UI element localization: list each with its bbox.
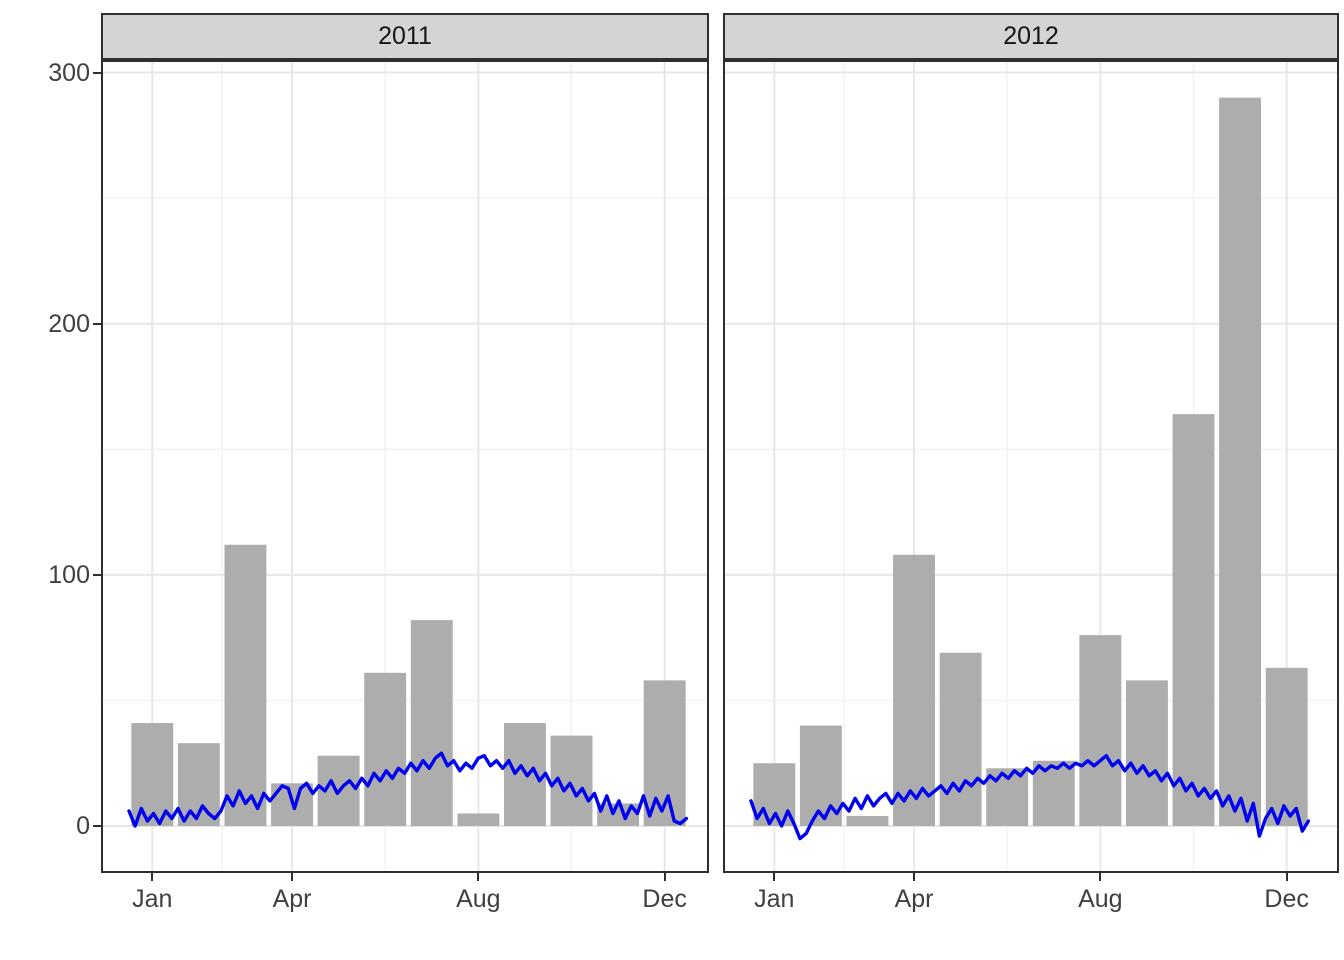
monthly-bar (1032, 760, 1075, 827)
x-tick-mark (663, 873, 666, 881)
x-tick-mark (477, 873, 480, 881)
x-tick-label: Apr (894, 885, 934, 913)
monthly-bar (1125, 680, 1168, 827)
monthly-bar (939, 652, 982, 827)
x-tick-mark (1285, 873, 1288, 881)
x-tick-mark (773, 873, 776, 881)
panel-border (723, 60, 1339, 873)
daily-line (749, 754, 1311, 841)
x-tick-label: Apr (272, 885, 312, 913)
monthly-bar (1079, 635, 1122, 827)
y-tick-label: 200 (48, 309, 90, 338)
facet-strip-label: 2012 (1003, 22, 1059, 50)
monthly-bar (1219, 97, 1262, 827)
x-axis-2011: Jan Apr Aug Dec (101, 873, 709, 933)
x-tick-label: Aug (1078, 885, 1123, 913)
facet-2011: 2011 Jan Apr Aug Dec (101, 13, 709, 960)
y-tick-label: 300 (48, 58, 90, 87)
x-tick-label: Jan (132, 885, 173, 913)
monthly-bar (410, 620, 453, 827)
chart-panel-2011 (101, 60, 709, 873)
x-tick-mark (1099, 873, 1102, 881)
facet-strip-2011: 2011 (101, 13, 709, 60)
x-axis-2012: Jan Apr Aug Dec (723, 873, 1339, 933)
monthly-bar (1172, 414, 1215, 827)
x-tick-mark (291, 873, 294, 881)
monthly-bar (457, 813, 500, 827)
x-tick-label: Aug (456, 885, 501, 913)
chart-panel-2012 (723, 60, 1339, 873)
panel-border (101, 60, 709, 873)
facet-strip-label: 2011 (378, 22, 432, 50)
monthly-bar (1265, 667, 1308, 827)
y-axis: 0 100 200 300 (0, 0, 101, 960)
x-tick-label: Jan (754, 885, 795, 913)
facet-strip-2012: 2012 (723, 13, 1339, 60)
facet-2012: 2012 Jan Apr Aug Dec (723, 13, 1339, 960)
monthly-bar (224, 544, 267, 827)
x-tick-label: Dec (1264, 885, 1309, 913)
monthly-bar (846, 815, 889, 827)
daily-line (127, 751, 689, 828)
x-tick-label: Dec (642, 885, 687, 913)
x-tick-mark (151, 873, 154, 881)
monthly-bar (131, 723, 174, 827)
y-tick-mark (93, 825, 101, 828)
y-tick-label: 0 (76, 812, 90, 841)
x-tick-mark (913, 873, 916, 881)
y-tick-mark (93, 322, 101, 325)
y-tick-label: 100 (48, 560, 90, 589)
y-tick-mark (93, 573, 101, 576)
monthly-bar (364, 672, 407, 827)
monthly-bar (893, 554, 935, 827)
y-tick-mark (93, 71, 101, 74)
